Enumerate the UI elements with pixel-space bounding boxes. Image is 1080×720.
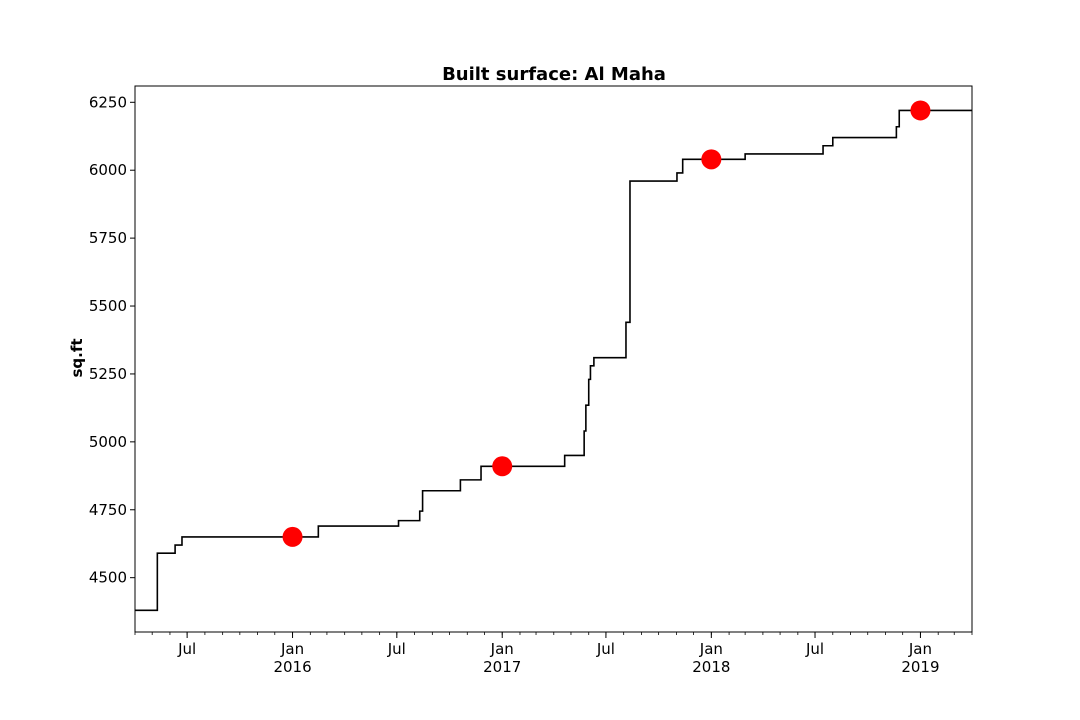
x-tick-year-5: 2018: [692, 658, 730, 676]
x-tick-label-5: Jan: [699, 640, 723, 658]
x-tick-label-2: Jul: [387, 640, 406, 658]
marker-point-1: [492, 456, 513, 477]
marker-point-0: [282, 526, 303, 547]
plot-frame: [134, 85, 973, 633]
x-tick-label-7: Jan: [908, 640, 932, 658]
y-tick-label-2: 5000: [89, 433, 127, 451]
chart-title: Built surface: Al Maha: [442, 64, 666, 85]
x-tick-year-7: 2019: [901, 658, 939, 676]
y-tick-label-7: 6250: [89, 93, 127, 111]
y-tick-label-5: 5750: [89, 229, 127, 247]
x-tick-label-3: Jan: [490, 640, 514, 658]
y-tick-label-0: 4500: [89, 569, 127, 587]
x-tick-label-0: Jul: [177, 640, 196, 658]
y-axis-label: sq.ft: [68, 338, 86, 377]
y-tick-label-6: 6000: [89, 161, 127, 179]
x-tick-label-4: Jul: [596, 640, 615, 658]
x-tick-label-6: Jul: [805, 640, 824, 658]
x-tick-year-1: 2016: [273, 658, 311, 676]
y-tick-label-4: 5500: [89, 297, 127, 315]
y-tick-label-1: 4750: [89, 501, 127, 519]
y-tick-label-3: 5250: [89, 365, 127, 383]
marker-point-3: [910, 100, 931, 121]
plot-area: [135, 100, 972, 612]
x-tick-label-1: Jan: [280, 640, 304, 658]
marker-point-2: [701, 149, 722, 170]
series-line-0: [135, 109, 972, 612]
x-tick-year-3: 2017: [483, 658, 521, 676]
